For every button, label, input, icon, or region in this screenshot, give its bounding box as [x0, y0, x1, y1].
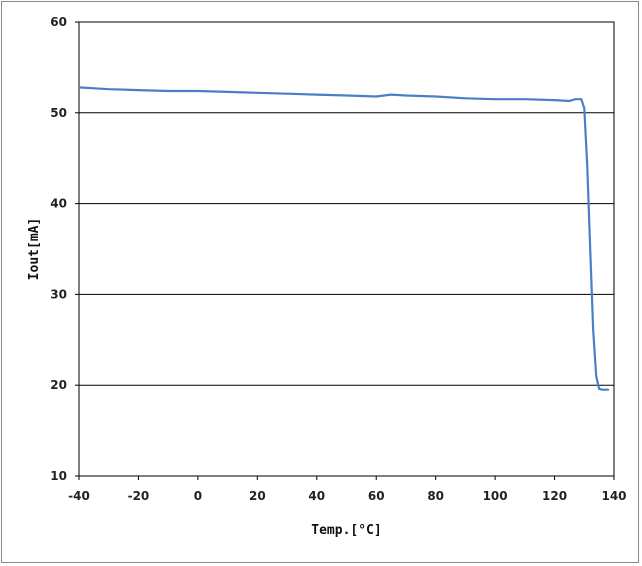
plot-area-border: [78, 21, 615, 477]
y-tick-label: 40: [50, 197, 67, 211]
x-tick-label: -20: [128, 489, 150, 503]
x-tick-label: 40: [308, 489, 325, 503]
x-tick-label: 140: [601, 489, 626, 503]
x-tick-label: 0: [194, 489, 202, 503]
gridlines: [79, 112, 614, 386]
y-tick-label: 10: [50, 469, 67, 483]
y-tick-label: 20: [50, 378, 67, 392]
x-axis-title: Temp.[°C]: [311, 523, 381, 538]
series-line: [77, 86, 610, 391]
x-tick-label: -40: [68, 489, 90, 503]
y-tick-label: 60: [50, 15, 67, 29]
x-tick-labels: -40 -20 0 20 40 60 80 100 120 140: [68, 489, 626, 503]
y-tick-label: 50: [50, 106, 67, 120]
x-tick-label: 20: [249, 489, 266, 503]
x-tick-label: 100: [483, 489, 508, 503]
y-axis-title: Iout[mA]: [27, 218, 42, 281]
x-tick-label: 80: [427, 489, 444, 503]
y-tick-labels: 10 20 30 40 50 60: [50, 15, 67, 483]
x-tick-label: 60: [368, 489, 385, 503]
series-layer: [77, 86, 610, 391]
y-tick-label: 30: [50, 287, 67, 301]
x-tick-label: 120: [542, 489, 567, 503]
axes: [75, 21, 615, 480]
